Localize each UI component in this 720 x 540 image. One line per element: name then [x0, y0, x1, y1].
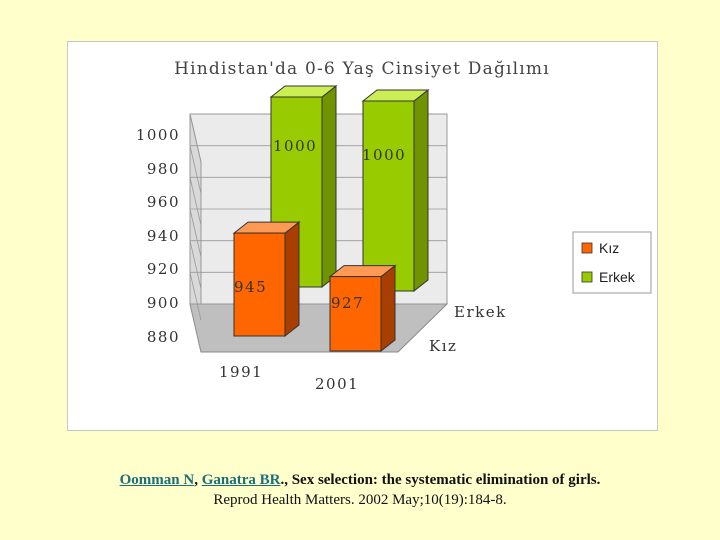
gridline	[189, 145, 202, 194]
bar-kiz-1991-side	[284, 221, 300, 338]
legend-box	[572, 231, 652, 294]
bar-erkek-2001-front	[362, 100, 415, 292]
y-tick-label: 900	[147, 294, 180, 312]
data-labels: 1000 1000 945 927	[234, 137, 406, 312]
y-tick-label: 960	[147, 193, 180, 211]
gridline	[189, 272, 202, 321]
bar-erkek-1991	[269, 84, 338, 289]
gridline	[189, 113, 202, 163]
y-tick-label: 1000	[136, 126, 180, 144]
gridline	[189, 240, 202, 289]
citation: Oomman N, Ganatra BR., Sex selection: th…	[0, 470, 720, 510]
bar-erkek-2001	[361, 88, 430, 293]
x-category-label-2001: 2001	[315, 375, 359, 393]
depth-label-kiz: Kız	[429, 337, 457, 355]
data-label-kiz-2001: 927	[331, 294, 364, 312]
data-label-kiz-1991: 945	[234, 278, 267, 296]
y-tick-label: 940	[147, 227, 180, 245]
legend-swatch-kiz	[581, 242, 593, 254]
bar-erkek-1991-side	[321, 84, 337, 289]
bar-erkek-2001-side	[413, 88, 429, 293]
y-axis-ticks: 1000 980 960 940 920 900 880	[136, 126, 180, 346]
citation-line-2: Reprod Health Matters. 2002 May;10(19):1…	[213, 492, 507, 508]
chart-frame: Hindistan'da 0-6 Yaş Cinsiyet Dağılımı 1…	[67, 41, 658, 431]
legend: Kız Erkek	[572, 231, 652, 294]
citation-separator: ,	[194, 472, 202, 488]
y-tick-label: 980	[147, 160, 180, 178]
gridline	[189, 208, 202, 258]
legend-swatch-erkek	[581, 271, 593, 283]
author-link-oomman[interactable]: Oomman N	[119, 472, 195, 488]
gridline	[189, 177, 202, 226]
citation-title: ., Sex selection: the systematic elimina…	[280, 472, 601, 488]
gridline	[189, 303, 202, 353]
author-link-ganatra[interactable]: Ganatra BR	[201, 472, 281, 488]
data-label-erkek-1991: 1000	[273, 137, 317, 155]
floor	[189, 303, 449, 353]
bar-kiz-2001-front	[329, 276, 382, 352]
legend-label-kiz: Kız	[599, 240, 619, 256]
citation-line-1: Oomman N, Ganatra BR., Sex selection: th…	[0, 470, 720, 490]
depth-label-erkek: Erkek	[454, 303, 507, 321]
bar-chart-3d: Hindistan'da 0-6 Yaş Cinsiyet Dağılımı 1…	[136, 59, 652, 393]
y-tick-label: 880	[147, 328, 180, 346]
bar-kiz-1991	[232, 221, 301, 338]
x-category-label-1991: 1991	[219, 363, 263, 381]
data-label-erkek-2001: 1000	[362, 146, 406, 164]
bar-kiz-1991-front	[233, 232, 286, 337]
chart-title: Hindistan'da 0-6 Yaş Cinsiyet Dağılımı	[174, 59, 550, 79]
bars	[232, 84, 430, 353]
bar-kiz-2001-side	[380, 264, 396, 353]
bar-kiz-2001	[328, 264, 397, 353]
legend-label-erkek: Erkek	[599, 269, 636, 285]
y-tick-label: 920	[147, 260, 180, 278]
